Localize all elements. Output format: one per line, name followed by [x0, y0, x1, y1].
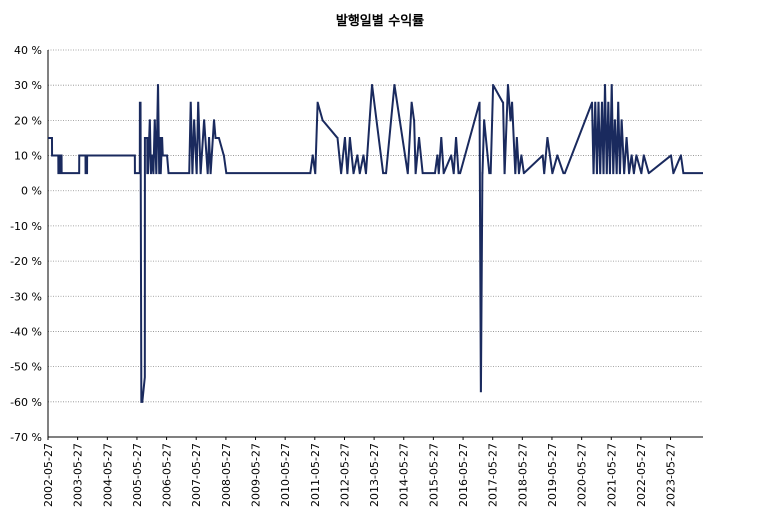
y-tick-label: 10 % — [14, 150, 42, 163]
x-tick-label: 2006-05-27 — [161, 443, 174, 507]
y-tick-label: 0 % — [21, 185, 42, 198]
x-tick-label: 2009-05-27 — [250, 443, 263, 507]
y-tick-label: -50 % — [10, 361, 42, 374]
x-tick-label: 2010-05-27 — [279, 443, 292, 507]
x-tick-label: 2008-05-27 — [220, 443, 233, 507]
chart-title: 발행일별 수익률 — [336, 13, 424, 29]
y-tick-label: -40 % — [10, 325, 42, 338]
x-tick-label: 2003-05-27 — [72, 443, 85, 507]
series-line — [48, 84, 703, 403]
x-tick-label: 2013-05-27 — [368, 443, 381, 507]
x-tick-label: 2007-05-27 — [190, 443, 203, 507]
x-tick-label: 2005-05-27 — [131, 443, 144, 507]
y-axis-ticks: 40 % 30 % 20 % 10 % 0 % -10 % -20 % -30 % -40 % -… — [10, 44, 42, 444]
y-tick-label: -20 % — [10, 255, 42, 268]
x-tick-label: 2014-05-27 — [398, 443, 411, 507]
x-tick-label: 2002-05-27 — [42, 443, 55, 507]
x-tick-label: 2012-05-27 — [338, 443, 351, 507]
y-tick-label: 40 % — [14, 44, 42, 57]
y-tick-label: 20 % — [14, 114, 42, 127]
x-tick-label: 2020-05-27 — [576, 443, 589, 507]
y-tick-label: -10 % — [10, 220, 42, 233]
x-tick-label: 2021-05-27 — [605, 443, 618, 507]
x-tick-label: 2022-05-27 — [635, 443, 648, 507]
x-tick-label: 2015-05-27 — [427, 443, 440, 507]
x-tick-label: 2019-05-27 — [546, 443, 559, 507]
y-tick-label: -70 % — [10, 431, 42, 444]
x-tick-label: 2004-05-27 — [101, 443, 114, 507]
x-tick-label: 2018-05-27 — [516, 443, 529, 507]
x-axis-ticks: 2002-05-27 2003-05-27 2004-05-27 2005-05-27… — [42, 437, 678, 507]
x-tick-label: 2011-05-27 — [309, 443, 322, 507]
x-tick-label: 2017-05-27 — [487, 443, 500, 507]
y-tick-label: 30 % — [14, 79, 42, 92]
x-tick-label: 2023-05-27 — [665, 443, 678, 507]
x-tick-label: 2016-05-27 — [457, 443, 470, 507]
y-tick-label: -30 % — [10, 290, 42, 303]
y-tick-label: -60 % — [10, 396, 42, 409]
